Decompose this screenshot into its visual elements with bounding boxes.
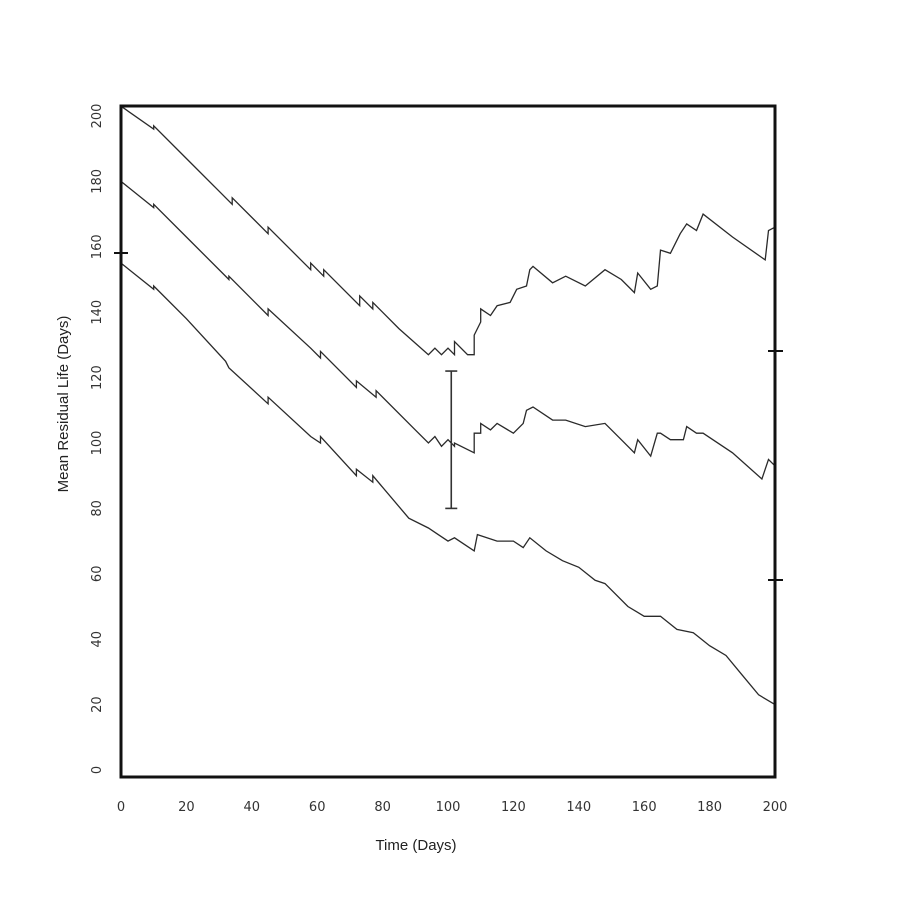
series-line-3 bbox=[120, 262, 776, 706]
error-bar bbox=[445, 370, 458, 510]
x-tick-label: 100 bbox=[436, 800, 461, 815]
y-tick-label: 120 bbox=[90, 365, 105, 390]
y-axis-title: Mean Residual Life (Days) bbox=[55, 316, 72, 493]
x-axis-title: Time (Days) bbox=[375, 837, 456, 854]
plot-frame bbox=[119, 104, 777, 779]
y-tick-label: 180 bbox=[90, 169, 105, 194]
y-tick-label: 0 bbox=[90, 766, 105, 774]
y-tick-label: 60 bbox=[90, 566, 105, 583]
series-line-2 bbox=[120, 180, 776, 481]
x-tick-label: 80 bbox=[374, 800, 391, 815]
x-tick-label: 160 bbox=[632, 800, 657, 815]
y-tick-label: 140 bbox=[90, 300, 105, 325]
x-tick-label: 0 bbox=[117, 800, 125, 815]
x-tick-label: 200 bbox=[763, 800, 788, 815]
y-tick-label: 200 bbox=[90, 104, 105, 129]
y-tick-label: 160 bbox=[90, 234, 105, 259]
series-layer bbox=[120, 105, 776, 706]
y-axis-tick-labels: 0 20 40 60 80 100 120 140 160 180 200 bbox=[90, 104, 105, 775]
x-tick-label: 140 bbox=[566, 800, 591, 815]
x-tick-label: 180 bbox=[697, 800, 722, 815]
y-tick-label: 40 bbox=[90, 631, 105, 648]
x-tick-label: 120 bbox=[501, 800, 526, 815]
x-tick-label: 60 bbox=[309, 800, 326, 815]
series-line-1 bbox=[120, 105, 776, 357]
y-tick-label: 100 bbox=[90, 431, 105, 456]
x-tick-label: 40 bbox=[244, 800, 261, 815]
x-axis-tick-labels: 0 20 40 60 80 100 120 140 160 180 200 bbox=[117, 800, 788, 815]
y-tick-label: 80 bbox=[90, 500, 105, 517]
y-tick-label: 20 bbox=[90, 696, 105, 713]
x-tick-label: 20 bbox=[178, 800, 195, 815]
